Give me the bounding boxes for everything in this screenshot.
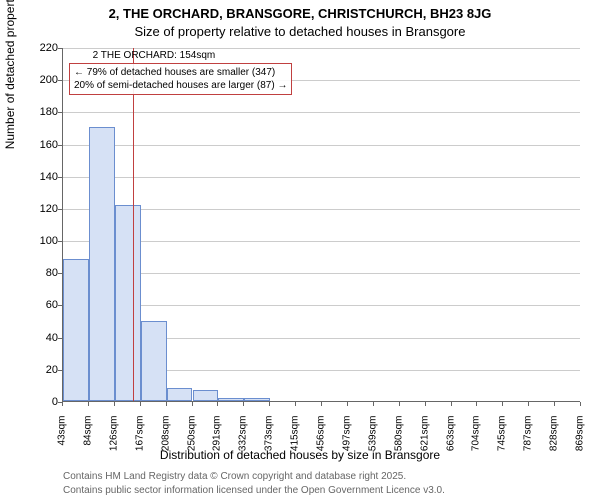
x-tick-mark [295, 402, 296, 406]
x-tick-mark [166, 402, 167, 406]
histogram-bar [115, 205, 141, 401]
y-tick-label: 200 [28, 74, 58, 86]
annotation-line: 20% of semi-detached houses are larger (… [74, 79, 287, 92]
x-tick-label: 745sqm [497, 416, 508, 464]
y-tick-label: 140 [28, 171, 58, 183]
y-tick-mark [58, 48, 62, 49]
y-tick-mark [58, 241, 62, 242]
y-tick-mark [58, 305, 62, 306]
x-tick-label: 869sqm [575, 416, 586, 464]
y-tick-mark [58, 370, 62, 371]
x-tick-mark [269, 402, 270, 406]
x-tick-mark [243, 402, 244, 406]
histogram-bar [218, 398, 244, 401]
x-tick-label: 373sqm [264, 416, 275, 464]
grid-line [63, 48, 580, 49]
y-tick-label: 100 [28, 235, 58, 247]
histogram-bar [141, 321, 167, 401]
y-axis-label: Number of detached properties [3, 0, 17, 149]
x-tick-mark [114, 402, 115, 406]
histogram-bar [89, 127, 115, 401]
chart-title-line1: 2, THE ORCHARD, BRANSGORE, CHRISTCHURCH,… [0, 6, 600, 21]
x-tick-mark [502, 402, 503, 406]
x-tick-mark [580, 402, 581, 406]
x-tick-mark [62, 402, 63, 406]
y-tick-mark [58, 273, 62, 274]
x-tick-label: 787sqm [523, 416, 534, 464]
y-tick-mark [58, 338, 62, 339]
y-tick-label: 40 [28, 332, 58, 344]
y-tick-mark [58, 112, 62, 113]
x-tick-label: 828sqm [549, 416, 560, 464]
chart-plot-area: 2 THE ORCHARD: 154sqm ← 79% of detached h… [62, 48, 580, 402]
x-tick-label: 497sqm [341, 416, 352, 464]
y-tick-mark [58, 177, 62, 178]
histogram-bar [167, 388, 193, 401]
y-tick-label: 0 [28, 396, 58, 408]
y-tick-label: 220 [28, 42, 58, 54]
y-tick-label: 20 [28, 364, 58, 376]
annotation-line: ← 79% of detached houses are smaller (34… [74, 66, 287, 79]
histogram-bar [193, 390, 219, 401]
grid-line [63, 145, 580, 146]
annotation-title: 2 THE ORCHARD: 154sqm [93, 50, 216, 61]
x-tick-mark [321, 402, 322, 406]
x-tick-label: 621sqm [419, 416, 430, 464]
x-tick-label: 580sqm [393, 416, 404, 464]
y-tick-mark [58, 145, 62, 146]
x-tick-label: 456sqm [316, 416, 327, 464]
y-tick-label: 120 [28, 203, 58, 215]
x-tick-mark [399, 402, 400, 406]
y-tick-mark [58, 209, 62, 210]
x-tick-mark [373, 402, 374, 406]
x-tick-label: 663sqm [445, 416, 456, 464]
x-tick-label: 208sqm [160, 416, 171, 464]
x-tick-label: 250sqm [186, 416, 197, 464]
grid-line [63, 112, 580, 113]
y-tick-label: 160 [28, 139, 58, 151]
reference-line [133, 48, 134, 401]
x-tick-mark [476, 402, 477, 406]
chart-container: 2, THE ORCHARD, BRANSGORE, CHRISTCHURCH,… [0, 0, 600, 500]
footer-copyright-line2: Contains public sector information licen… [63, 485, 445, 496]
footer-copyright-line1: Contains HM Land Registry data © Crown c… [63, 471, 406, 482]
x-tick-mark [554, 402, 555, 406]
x-tick-label: 167sqm [134, 416, 145, 464]
histogram-bar [244, 398, 270, 401]
y-tick-label: 180 [28, 106, 58, 118]
y-tick-label: 80 [28, 267, 58, 279]
x-tick-label: 704sqm [471, 416, 482, 464]
x-tick-mark [451, 402, 452, 406]
x-tick-label: 43sqm [57, 416, 68, 464]
x-tick-mark [88, 402, 89, 406]
x-tick-mark [528, 402, 529, 406]
x-tick-mark [425, 402, 426, 406]
grid-line [63, 177, 580, 178]
x-tick-mark [140, 402, 141, 406]
x-tick-label: 84sqm [82, 416, 93, 464]
x-tick-label: 291sqm [212, 416, 223, 464]
x-tick-mark [192, 402, 193, 406]
x-tick-mark [217, 402, 218, 406]
annotation-box: ← 79% of detached houses are smaller (34… [69, 63, 292, 95]
chart-title-line2: Size of property relative to detached ho… [0, 24, 600, 39]
x-tick-label: 415sqm [290, 416, 301, 464]
y-tick-label: 60 [28, 299, 58, 311]
x-tick-mark [347, 402, 348, 406]
x-tick-label: 126sqm [108, 416, 119, 464]
y-tick-mark [58, 80, 62, 81]
x-tick-label: 539sqm [367, 416, 378, 464]
x-tick-label: 332sqm [238, 416, 249, 464]
histogram-bar [63, 259, 89, 401]
